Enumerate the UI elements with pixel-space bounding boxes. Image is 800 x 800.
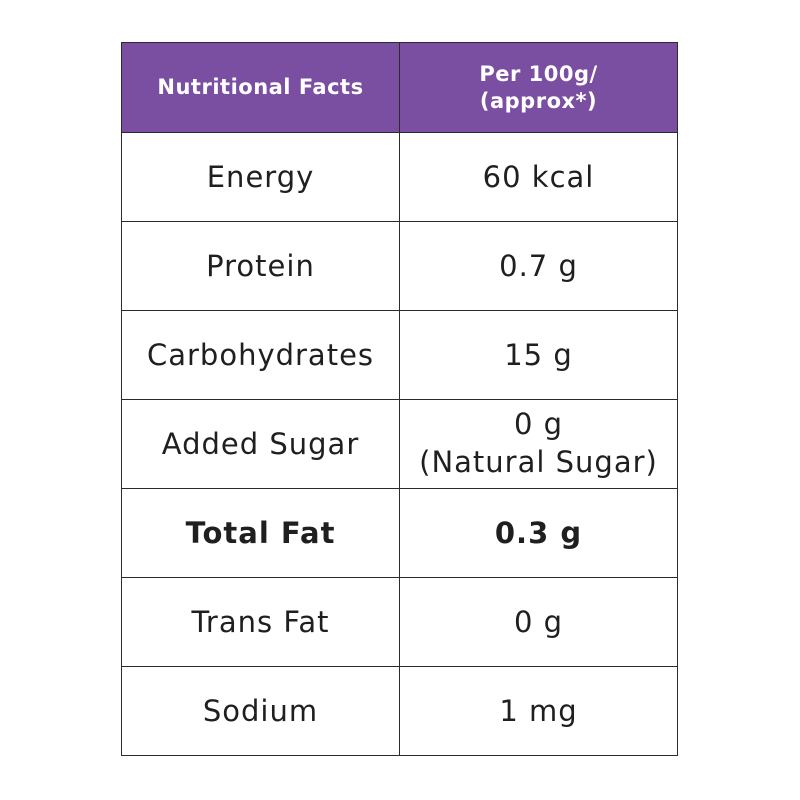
header-per-100g: Per 100g/: [479, 62, 598, 87]
row-label: Energy: [122, 133, 400, 221]
table-row-protein: Protein 0.7 g: [122, 221, 677, 310]
row-value: 0.3 g: [494, 515, 583, 550]
row-value: 60 kcal: [482, 159, 595, 194]
table-row-total-fat: Total Fat 0.3 g: [122, 488, 677, 577]
header-per-100g-cell: Per 100g/ (approx*): [400, 43, 677, 132]
row-label: Carbohydrates: [122, 311, 400, 399]
header-label-cell: Nutritional Facts: [122, 43, 400, 132]
row-label: Trans Fat: [122, 578, 400, 666]
row-label: Total Fat: [122, 489, 400, 577]
row-label: Sodium: [122, 667, 400, 755]
row-value: 0.7 g: [499, 248, 578, 283]
nutrition-table: Nutritional Facts Per 100g/ (approx*) En…: [121, 42, 678, 756]
row-value-cell: 0 g (Natural Sugar): [400, 400, 677, 488]
header-nutritional-facts: Nutritional Facts: [157, 75, 364, 100]
row-value: 0 g: [513, 604, 564, 639]
table-row-added-sugar: Added Sugar 0 g (Natural Sugar): [122, 399, 677, 488]
table-header-row: Nutritional Facts Per 100g/ (approx*): [122, 43, 677, 132]
table-row-carbohydrates: Carbohydrates 15 g: [122, 310, 677, 399]
table-row-trans-fat: Trans Fat 0 g: [122, 577, 677, 666]
table-row-sodium: Sodium 1 mg: [122, 666, 677, 755]
value-stack: 0 g (Natural Sugar): [419, 406, 658, 481]
row-value: 0 g: [513, 407, 564, 442]
row-label: Added Sugar: [122, 400, 400, 488]
row-value: 1 mg: [499, 693, 578, 728]
row-value-note: (Natural Sugar): [419, 445, 658, 479]
row-value: 15 g: [504, 337, 573, 372]
row-label: Protein: [122, 222, 400, 310]
table-row-energy: Energy 60 kcal: [122, 132, 677, 221]
header-approx: (approx*): [479, 88, 598, 113]
